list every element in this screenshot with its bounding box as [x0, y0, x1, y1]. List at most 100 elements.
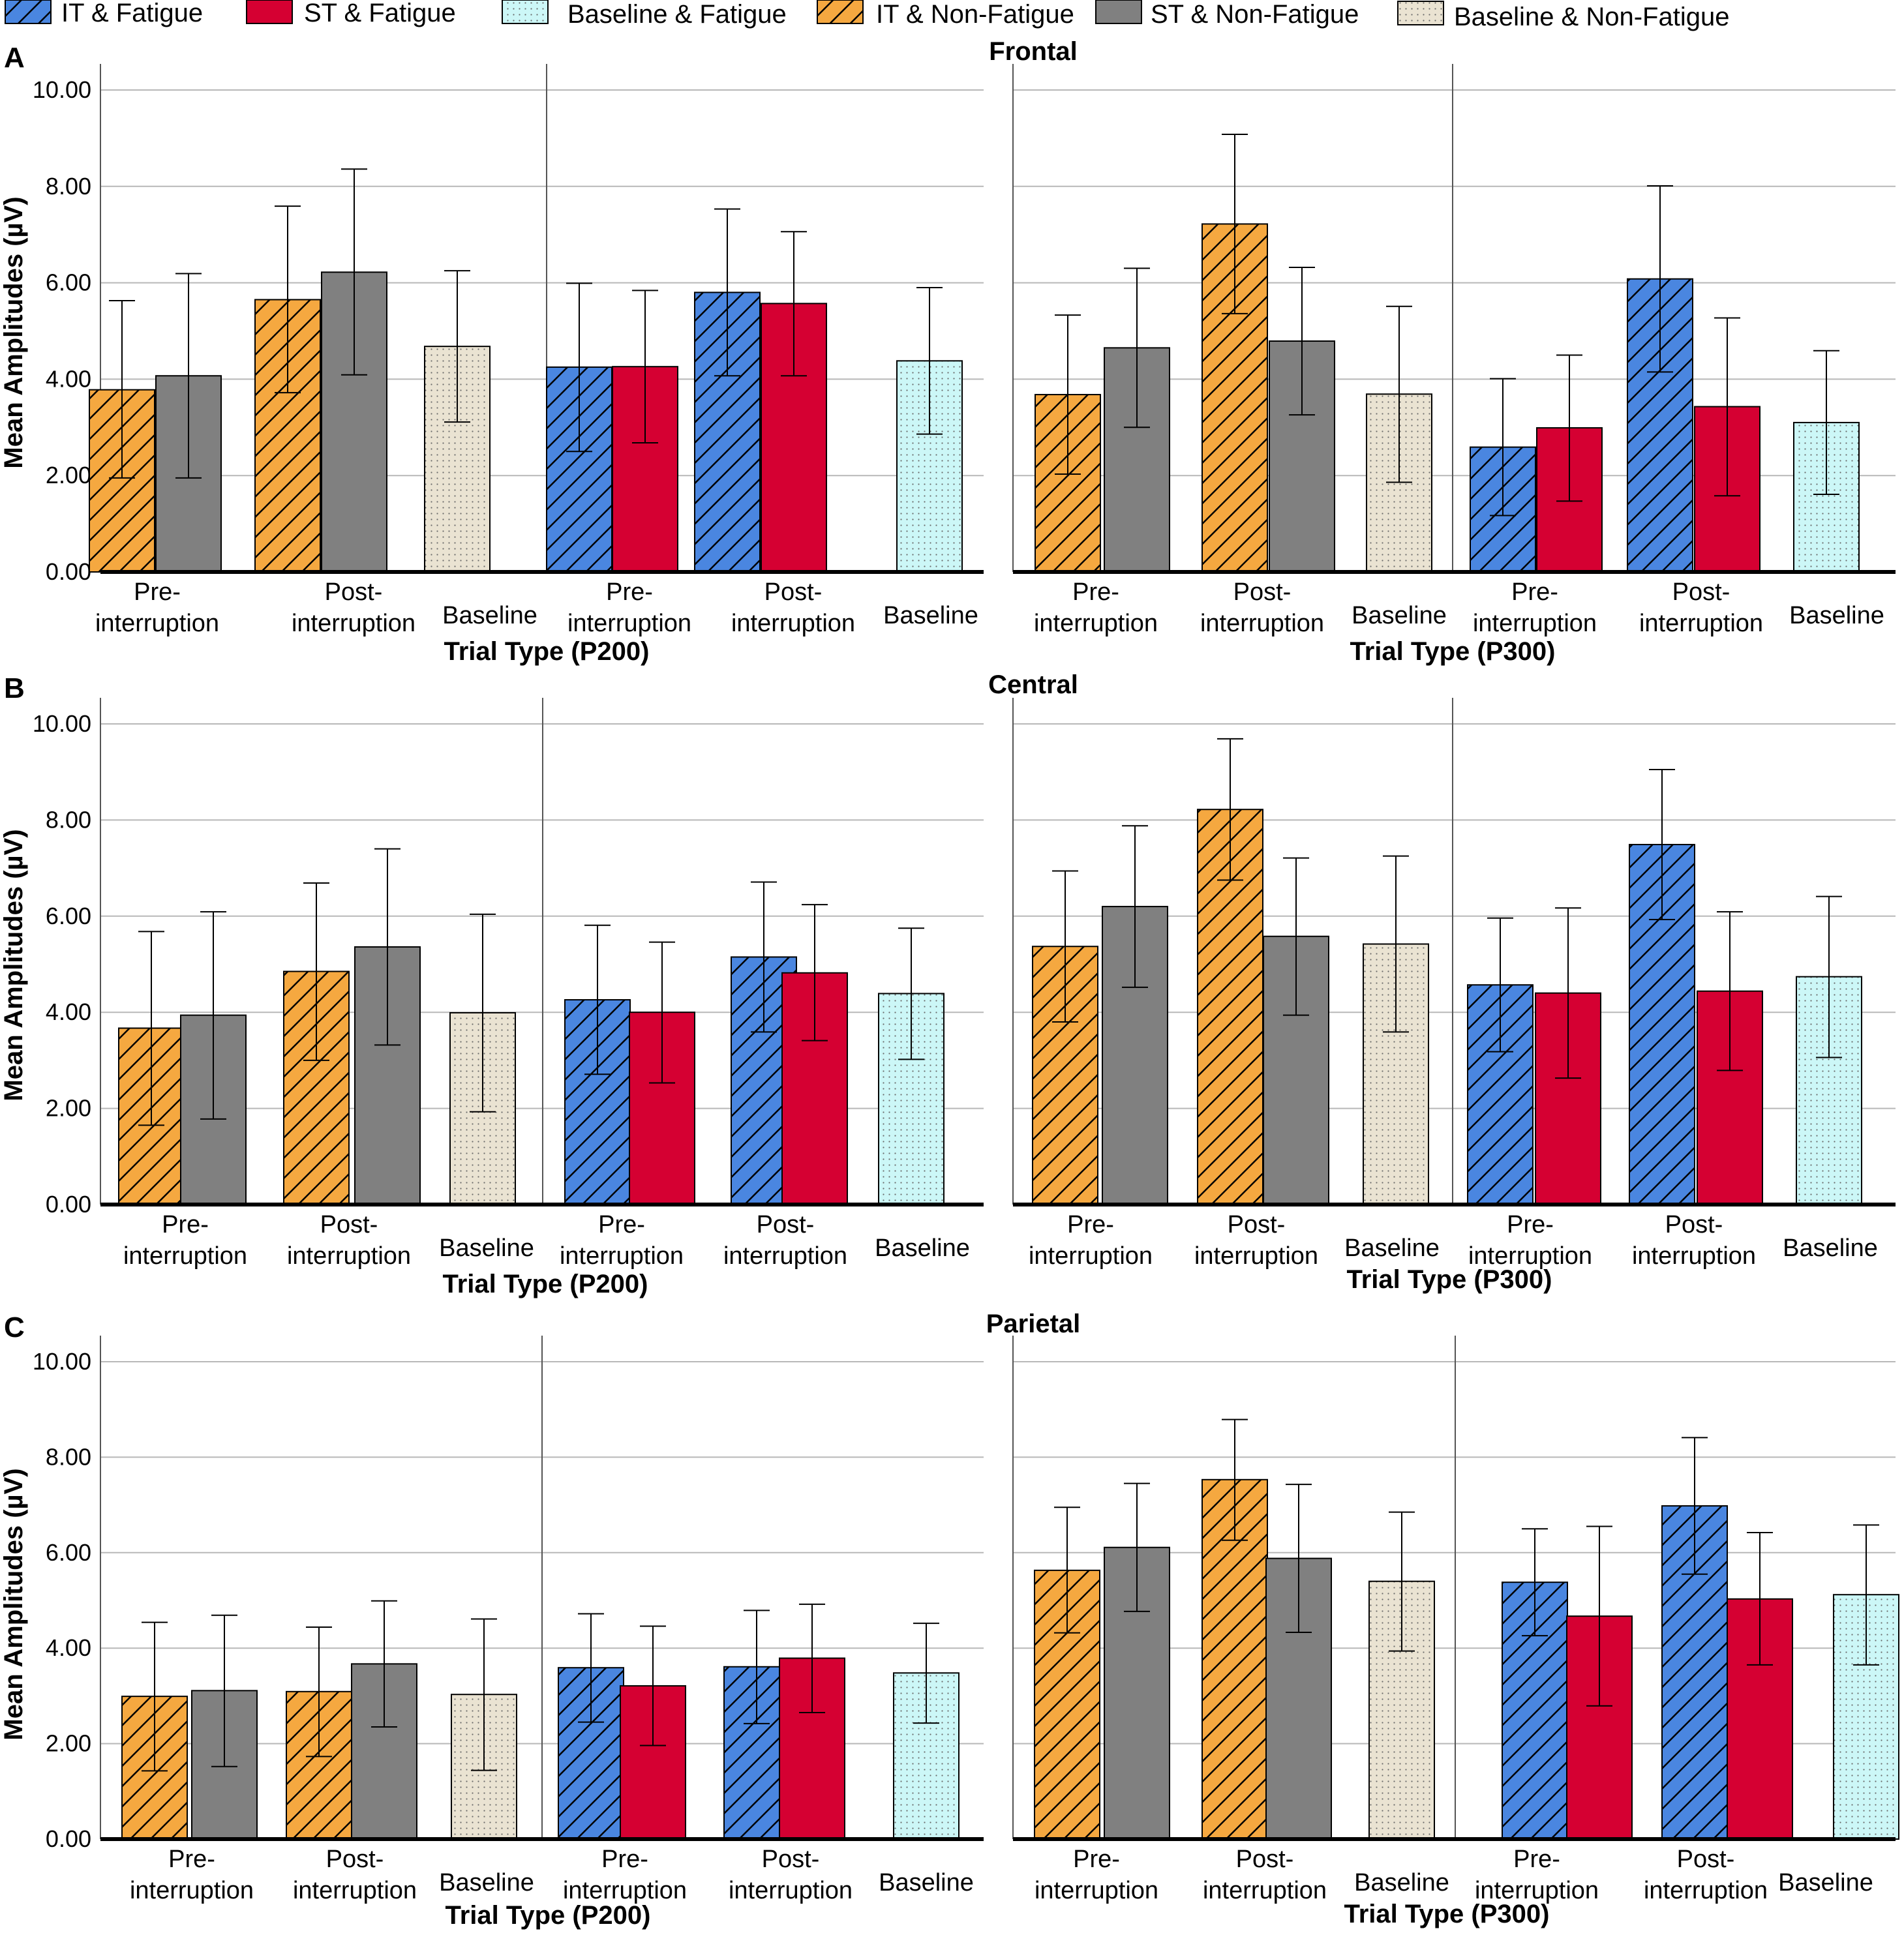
x-category-label: Baseline: [439, 1869, 534, 1896]
y-tick-label: 4.00: [46, 365, 91, 392]
x-axis-title: Trial Type (P300): [1344, 1900, 1550, 1928]
legend-label-baseline-fatigue: Baseline & Fatigue: [567, 0, 787, 29]
x-category-label: interruption: [729, 1877, 853, 1904]
x-category-label: Baseline: [1354, 1869, 1449, 1896]
x-category-label: Post-: [1228, 1211, 1286, 1238]
x-category-label: Pre-: [606, 578, 653, 606]
region-title-parietal: Parietal: [986, 1310, 1081, 1338]
y-tick-label: 2.00: [46, 462, 91, 488]
x-category-label: Baseline: [439, 1235, 534, 1262]
x-category-label: Pre-: [162, 1211, 209, 1238]
x-category-label: Baseline: [879, 1869, 974, 1896]
x-category-label: interruption: [293, 1877, 417, 1904]
x-category-label: interruption: [731, 610, 855, 637]
x-category-label: Post-: [1672, 578, 1730, 606]
x-category-label: interruption: [287, 1242, 411, 1270]
x-category-label: interruption: [123, 1242, 247, 1270]
legend-swatch-baseline-nonfatigue: [1397, 1, 1444, 25]
legend-item: Baseline & Fatigue: [502, 0, 787, 29]
x-axis-title: Trial Type (P200): [446, 1901, 651, 1930]
legend-label-st-nonfatigue: ST & Non-Fatigue: [1151, 0, 1359, 29]
x-category-label: Baseline: [875, 1235, 970, 1262]
y-tick-label: 0.00: [46, 1191, 91, 1218]
y-tick-label: 0.00: [46, 558, 91, 585]
x-category-label: Pre-: [1072, 578, 1119, 606]
x-category-label: Pre-: [1511, 578, 1558, 606]
y-tick-label: 10.00: [33, 710, 91, 737]
x-category-label: Pre-: [168, 1846, 215, 1873]
y-axis-title-c: Mean Amplitudes (µV): [0, 1468, 28, 1740]
x-category-label: interruption: [1644, 1877, 1768, 1904]
x-category-label: interruption: [1200, 610, 1324, 637]
x-category-label: interruption: [1639, 610, 1763, 637]
x-category-label: Post-: [325, 578, 383, 606]
x-category-label: interruption: [1035, 1877, 1158, 1904]
y-tick-label: 10.00: [33, 1348, 91, 1375]
x-category-label: interruption: [1475, 1877, 1599, 1904]
x-category-label: interruption: [563, 1877, 687, 1904]
y-tick-label: 4.00: [46, 1634, 91, 1661]
panel-label-a: A: [4, 42, 25, 74]
x-category-label: Pre-: [1073, 1846, 1120, 1873]
x-category-label: Pre-: [598, 1211, 645, 1238]
x-category-label: Post-: [762, 1846, 820, 1873]
legend-swatch-st-nonfatigue: [1095, 0, 1142, 24]
y-tick-label: 0.00: [46, 1825, 91, 1852]
x-category-label: Post-: [757, 1211, 815, 1238]
x-category-label: interruption: [1029, 1242, 1153, 1270]
y-tick-label: 8.00: [46, 1443, 91, 1470]
x-category-label: Post-: [1665, 1211, 1723, 1238]
region-title-frontal: Frontal: [989, 37, 1078, 66]
legend-item: ST & Fatigue: [246, 0, 456, 27]
x-category-label: Pre-: [134, 578, 181, 606]
x-category-label: interruption: [1468, 1242, 1592, 1270]
x-category-label: Post-: [326, 1846, 384, 1873]
x-category-label: interruption: [1203, 1877, 1327, 1904]
x-axis-title: Trial Type (P300): [1347, 1265, 1552, 1294]
x-category-label: interruption: [560, 1242, 684, 1270]
x-category-label: interruption: [292, 610, 416, 637]
legend-label-baseline-nonfatigue: Baseline & Non-Fatigue: [1454, 3, 1729, 31]
x-category-label: Pre-: [1513, 1846, 1560, 1873]
x-axis-title: Trial Type (P200): [443, 1270, 648, 1298]
x-category-label: Post-: [1236, 1846, 1294, 1873]
x-category-label: Pre-: [601, 1846, 648, 1873]
legend-item: IT & Non-Fatigue: [817, 0, 1074, 29]
legend-item: ST & Non-Fatigue: [1095, 0, 1359, 29]
legend-swatch-it-fatigue: [5, 0, 52, 24]
chart-central-p200: 0.00 2.00 4.00 6.00 8.00 10.00 Pre-interruptio…: [33, 698, 984, 1298]
x-category-label: interruption: [95, 610, 219, 637]
region-title-central: Central: [988, 670, 1078, 699]
y-tick-label: 2.00: [46, 1730, 91, 1757]
legend-label-st-fatigue: ST & Fatigue: [304, 0, 456, 27]
legend: IT & Fatigue ST & Fatigue Baseline & Fat…: [5, 0, 1729, 31]
y-tick-label: 10.00: [33, 76, 91, 103]
x-category-label: Post-: [320, 1211, 378, 1238]
x-category-label: Post-: [1233, 578, 1292, 606]
x-category-label: Baseline: [442, 602, 537, 629]
x-category-label: Post-: [1677, 1846, 1735, 1873]
panel-label-c: C: [4, 1311, 25, 1343]
y-tick-label: 4.00: [46, 998, 91, 1025]
x-category-label: Baseline: [1352, 602, 1447, 629]
x-category-label: Baseline: [883, 602, 978, 629]
y-tick-label: 6.00: [46, 1539, 91, 1566]
y-tick-label: 8.00: [46, 806, 91, 833]
x-category-label: interruption: [1034, 610, 1158, 637]
x-category-label: Baseline: [1778, 1869, 1873, 1896]
x-category-label: Baseline: [1789, 602, 1884, 629]
legend-item: IT & Fatigue: [5, 0, 203, 27]
panel-label-b: B: [4, 672, 25, 704]
y-tick-label: 6.00: [46, 903, 91, 929]
x-category-label: Baseline: [1344, 1235, 1440, 1262]
legend-swatch-baseline-fatigue: [502, 0, 549, 24]
y-axis-title-a: Mean Amplitudes (µV): [0, 196, 28, 468]
x-axis-title: Trial Type (P300): [1350, 637, 1556, 666]
x-category-label: Pre-: [1067, 1211, 1114, 1238]
x-category-label: Pre-: [1507, 1211, 1554, 1238]
y-tick-label: 8.00: [46, 173, 91, 200]
legend-swatch-it-nonfatigue: [817, 0, 864, 24]
x-category-label: interruption: [1473, 610, 1597, 637]
x-category-label: interruption: [1632, 1242, 1756, 1270]
